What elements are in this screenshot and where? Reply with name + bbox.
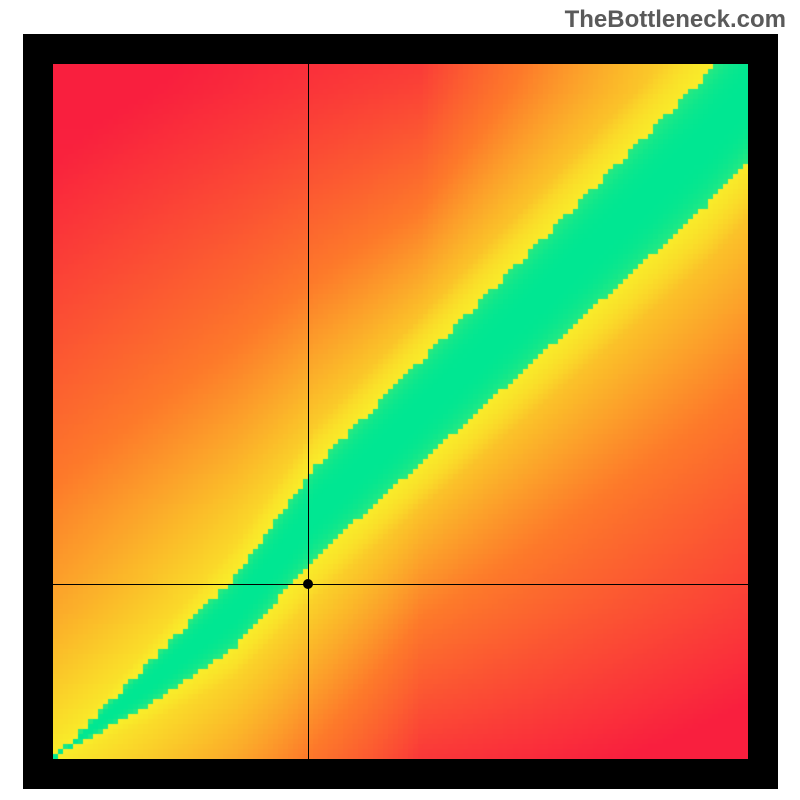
crosshair-horizontal [53, 584, 748, 585]
chart-outer-frame [23, 34, 778, 789]
heatmap-canvas [53, 64, 748, 759]
marker-dot [303, 579, 313, 589]
crosshair-vertical [308, 64, 309, 759]
watermark-text: TheBottleneck.com [565, 6, 786, 34]
heatmap-canvas-wrap [53, 64, 748, 759]
root-container: TheBottleneck.com [0, 0, 800, 800]
